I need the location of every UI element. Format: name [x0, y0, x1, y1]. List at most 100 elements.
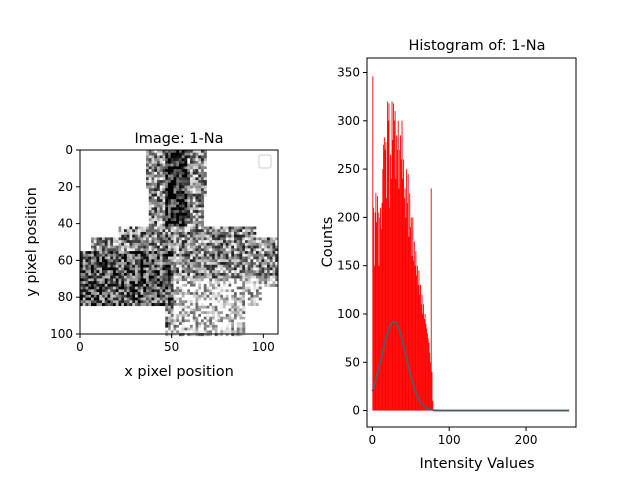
heatmap-cell	[118, 259, 122, 263]
heatmap-cell	[247, 275, 251, 279]
heatmap-cell	[179, 215, 183, 219]
heatmap-cell	[151, 182, 155, 186]
heatmap-cell	[203, 150, 207, 154]
heatmap-cell	[181, 166, 185, 170]
heatmap-cell	[176, 231, 180, 236]
image-y-axis-label: y pixel position	[24, 187, 40, 297]
heatmap-cell	[88, 303, 92, 307]
heatmap-cell	[165, 294, 169, 298]
heatmap-cell	[151, 234, 155, 238]
heatmap-cell	[157, 221, 161, 225]
heatmap-cell	[201, 212, 205, 216]
heatmap-cell	[258, 281, 262, 285]
heatmap-cell	[206, 311, 210, 315]
heatmap-cell	[203, 327, 207, 331]
heatmap-cell	[179, 278, 183, 282]
heatmap-cell	[173, 237, 177, 241]
heatmap-cell	[148, 294, 152, 298]
heatmap-cell	[242, 313, 246, 317]
heatmap-cell	[192, 199, 196, 203]
heatmap-cell	[154, 281, 158, 285]
heatmap-cell	[88, 251, 92, 255]
heatmap-cell	[225, 289, 229, 293]
heatmap-cell	[187, 174, 191, 178]
heatmap-cell	[132, 278, 136, 282]
heatmap-cell	[126, 297, 130, 301]
heatmap-cell	[239, 245, 243, 249]
heatmap-cell	[275, 242, 279, 246]
heatmap-cell	[176, 264, 180, 268]
heatmap-cell	[181, 286, 185, 290]
heatmap-cell	[212, 297, 216, 301]
heatmap-cell	[261, 262, 265, 266]
heatmap-cell	[140, 256, 144, 260]
image-y-tick-label: 100	[50, 327, 73, 341]
heatmap-cell	[151, 259, 155, 263]
heatmap-cell	[148, 226, 152, 230]
heatmap-cell	[170, 204, 174, 208]
heatmap-cell	[220, 292, 224, 296]
heatmap-cell	[85, 303, 89, 307]
heatmap-cell	[184, 253, 188, 257]
heatmap-cell	[184, 248, 188, 252]
heatmap-cell	[96, 281, 100, 285]
heatmap-cell	[201, 313, 205, 317]
heatmap-cell	[176, 286, 180, 290]
heatmap-cell	[212, 275, 216, 279]
heatmap-cell	[201, 231, 205, 236]
heatmap-cell	[129, 226, 133, 230]
heatmap-cell	[192, 292, 196, 296]
heatmap-cell	[201, 226, 205, 230]
heatmap-cell	[258, 292, 262, 296]
heatmap-cell	[140, 242, 144, 246]
heatmap-cell	[146, 158, 150, 162]
heatmap-cell	[198, 196, 202, 200]
heatmap-cell	[179, 201, 183, 205]
heatmap-cell	[214, 327, 218, 331]
heatmap-cell	[93, 237, 97, 241]
heatmap-cell	[181, 180, 185, 184]
heatmap-cell	[187, 259, 191, 263]
heatmap-cell	[245, 253, 249, 257]
heatmap-cell	[203, 256, 207, 260]
heatmap-cell	[162, 163, 166, 167]
heatmap-cell	[275, 245, 279, 249]
heatmap-cell	[146, 303, 150, 307]
heatmap-cell	[146, 174, 150, 178]
heatmap-cell	[168, 316, 172, 320]
heatmap-cell	[195, 231, 199, 236]
heatmap-cell	[82, 300, 86, 304]
heatmap-cell	[195, 305, 199, 309]
heatmap-cell	[99, 245, 103, 249]
heatmap-cell	[113, 294, 117, 298]
heatmap-cell	[209, 256, 213, 260]
heatmap-cell	[124, 264, 128, 268]
heatmap-cell	[173, 281, 177, 285]
heatmap-cell	[272, 245, 276, 249]
heatmap-cell	[261, 272, 265, 276]
heatmap-cell	[107, 297, 111, 301]
heatmap-cell	[206, 319, 210, 323]
heatmap-cell	[192, 166, 196, 170]
heatmap-cell	[165, 201, 169, 205]
heatmap-cell	[104, 248, 108, 252]
heatmap-cell	[173, 150, 177, 154]
heatmap-cell	[184, 166, 188, 170]
heatmap-cell	[220, 283, 224, 287]
heatmap-cell	[190, 248, 194, 252]
heatmap-cell	[195, 283, 199, 287]
heatmap-cell	[187, 185, 191, 189]
heatmap-cell	[113, 272, 117, 276]
heatmap-cell	[187, 180, 191, 184]
heatmap-cell	[104, 286, 108, 290]
heatmap-cell	[93, 251, 97, 255]
heatmap-cell	[209, 313, 213, 317]
heatmap-cell	[195, 166, 199, 170]
heatmap-cell	[148, 248, 152, 252]
heatmap-cell	[162, 262, 166, 266]
heatmap-cell	[129, 229, 133, 233]
heatmap-cell	[154, 210, 158, 214]
heatmap-cell	[269, 237, 273, 241]
heatmap-cell	[168, 275, 172, 279]
heatmap-cell	[154, 182, 158, 186]
